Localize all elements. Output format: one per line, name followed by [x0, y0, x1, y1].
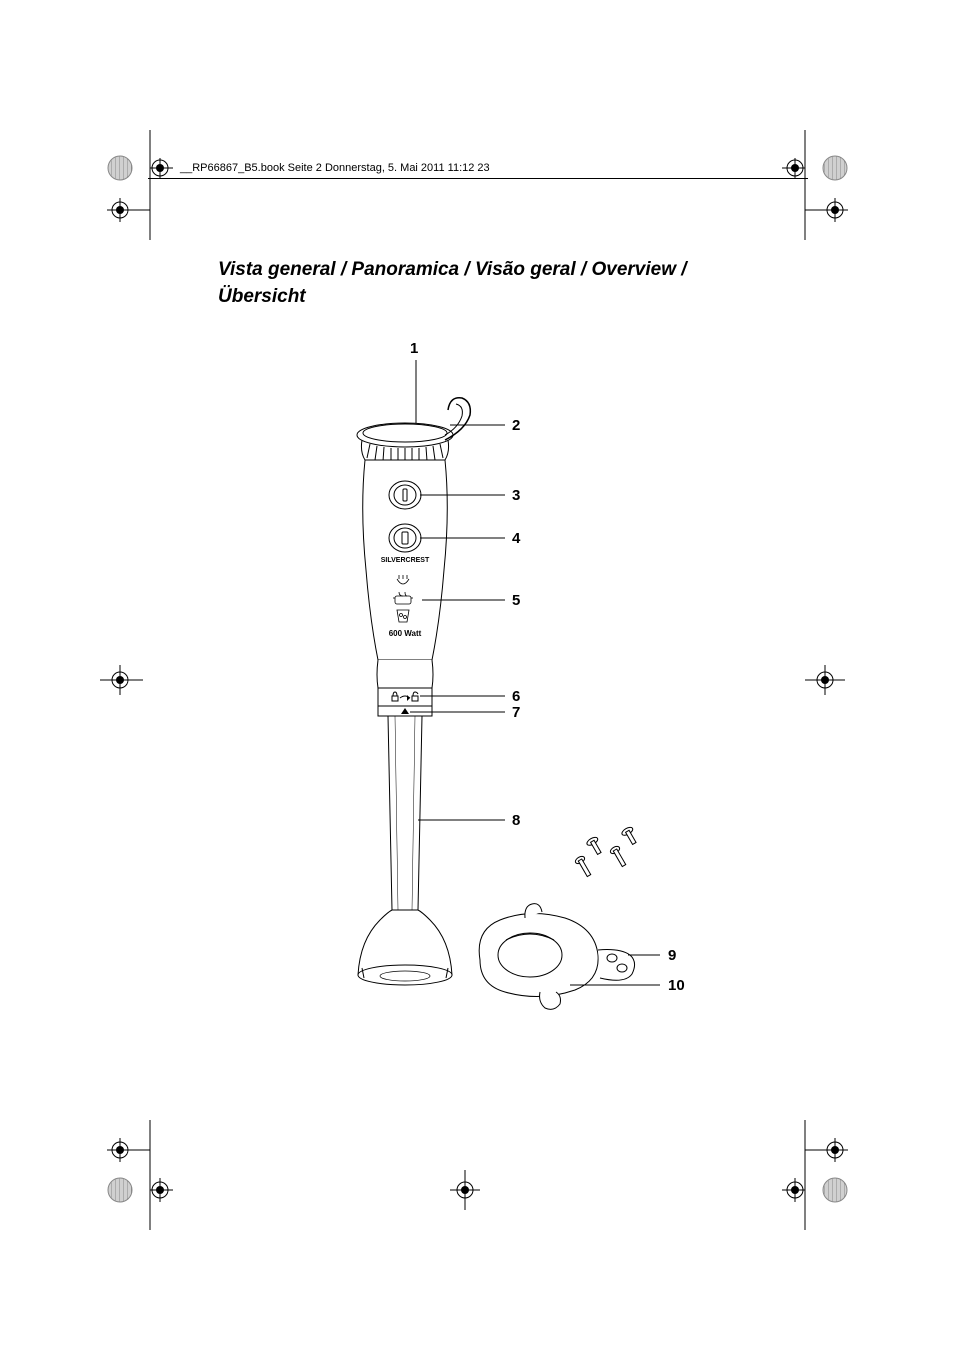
crop-mark-right-mid [805, 655, 855, 705]
crop-mark-left-mid [95, 655, 145, 705]
callout-8: 8 [512, 812, 520, 829]
callout-6: 6 [512, 688, 520, 705]
callout-9: 9 [668, 947, 676, 964]
callout-5: 5 [512, 592, 520, 609]
callout-1: 1 [410, 340, 418, 357]
brand-text: SILVERCREST [381, 557, 430, 564]
callout-4: 4 [512, 530, 520, 547]
header-filename: __RP66867_B5.book Seite 2 Donnerstag, 5.… [180, 162, 490, 174]
callout-10: 10 [668, 977, 685, 994]
title-line1: Vista general / Panoramica / Visão geral… [218, 259, 687, 280]
title-line2: Übersicht [218, 286, 306, 307]
page-container: __RP66867_B5.book Seite 2 Donnerstag, 5.… [0, 0, 954, 1351]
product-diagram: SILVERCREST 600 Watt [350, 340, 750, 1060]
crop-mark-top-right [760, 130, 860, 240]
crop-mark-bottom-center [440, 1165, 490, 1215]
callout-7: 7 [512, 704, 520, 721]
blender-svg: SILVERCREST 600 Watt [350, 340, 750, 1060]
page-title: Vista general / Panoramica / Visão geral… [218, 257, 687, 310]
wattage-text: 600 Watt [389, 629, 422, 638]
header-underline [148, 178, 808, 179]
crop-mark-bottom-left [95, 1120, 195, 1230]
callout-2: 2 [512, 417, 520, 434]
callout-3: 3 [512, 487, 520, 504]
crop-mark-bottom-right [760, 1120, 860, 1230]
header-text-content: __RP66867_B5.book Seite 2 Donnerstag, 5.… [180, 162, 490, 174]
crop-mark-top-left [95, 130, 195, 240]
